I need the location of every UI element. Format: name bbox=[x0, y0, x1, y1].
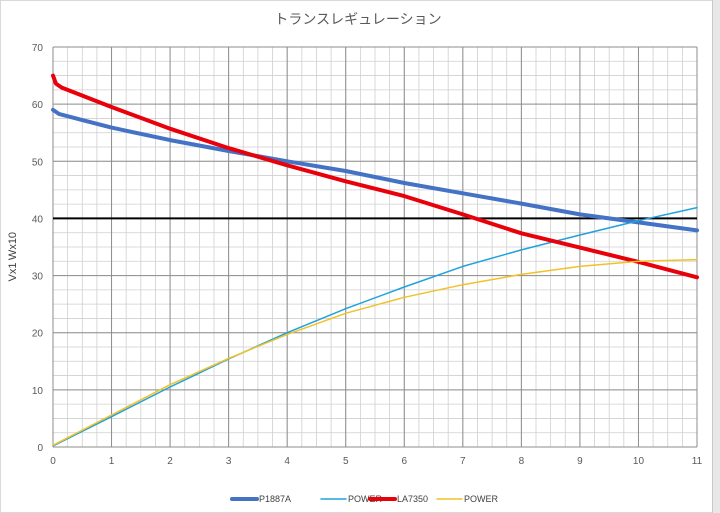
y-axis-title-line-2: Vx1 bbox=[7, 263, 19, 282]
x-tick-label: 0 bbox=[50, 456, 56, 467]
y-tick-label: 30 bbox=[32, 272, 44, 283]
series-line-3 bbox=[51, 73, 699, 280]
legend: P1887A POWER LA7350 POWER bbox=[230, 494, 499, 504]
legend-label-4: POWER bbox=[464, 494, 499, 504]
x-tick-label: 5 bbox=[343, 456, 349, 467]
x-tick-labels: 0 1 2 3 4 5 6 7 8 9 10 11 bbox=[50, 456, 702, 467]
legend-label-2: POWER bbox=[348, 494, 383, 504]
y-tick-label: 40 bbox=[32, 214, 44, 225]
y-axis-title: Wx10 Vx1 bbox=[7, 232, 19, 282]
series-line-4 bbox=[52, 258, 698, 447]
chart-title: トランスレギュレーション bbox=[274, 11, 441, 27]
window-edge-strip bbox=[712, 0, 720, 513]
legend-label-3: LA7350 bbox=[397, 494, 428, 504]
series-line-2 bbox=[52, 206, 698, 447]
y-tick-label: 70 bbox=[32, 43, 44, 54]
x-tick-label: 10 bbox=[633, 456, 645, 467]
x-tick-label: 7 bbox=[460, 456, 466, 467]
series-line-1 bbox=[51, 107, 699, 233]
minor-gridlines bbox=[52, 46, 698, 448]
x-tick-label: 6 bbox=[401, 456, 407, 467]
y-tick-labels: 0 10 20 30 40 50 60 70 bbox=[32, 43, 44, 454]
y-tick-label: 60 bbox=[32, 100, 44, 111]
series-lines bbox=[51, 73, 699, 447]
y-tick-label: 20 bbox=[32, 329, 44, 340]
x-tick-label: 9 bbox=[577, 456, 583, 467]
y-tick-label: 50 bbox=[32, 157, 44, 168]
y-axis-title-line-1: Wx10 bbox=[7, 232, 19, 260]
legend-label-1: P1887A bbox=[259, 494, 291, 504]
x-tick-label: 4 bbox=[284, 456, 290, 467]
x-tick-label: 2 bbox=[167, 456, 173, 467]
x-tick-label: 1 bbox=[109, 456, 115, 467]
y-tick-label: 0 bbox=[37, 443, 43, 454]
x-tick-label: 11 bbox=[692, 456, 703, 467]
x-tick-label: 3 bbox=[226, 456, 232, 467]
x-tick-label: 8 bbox=[519, 456, 525, 467]
y-tick-label: 10 bbox=[32, 386, 44, 397]
